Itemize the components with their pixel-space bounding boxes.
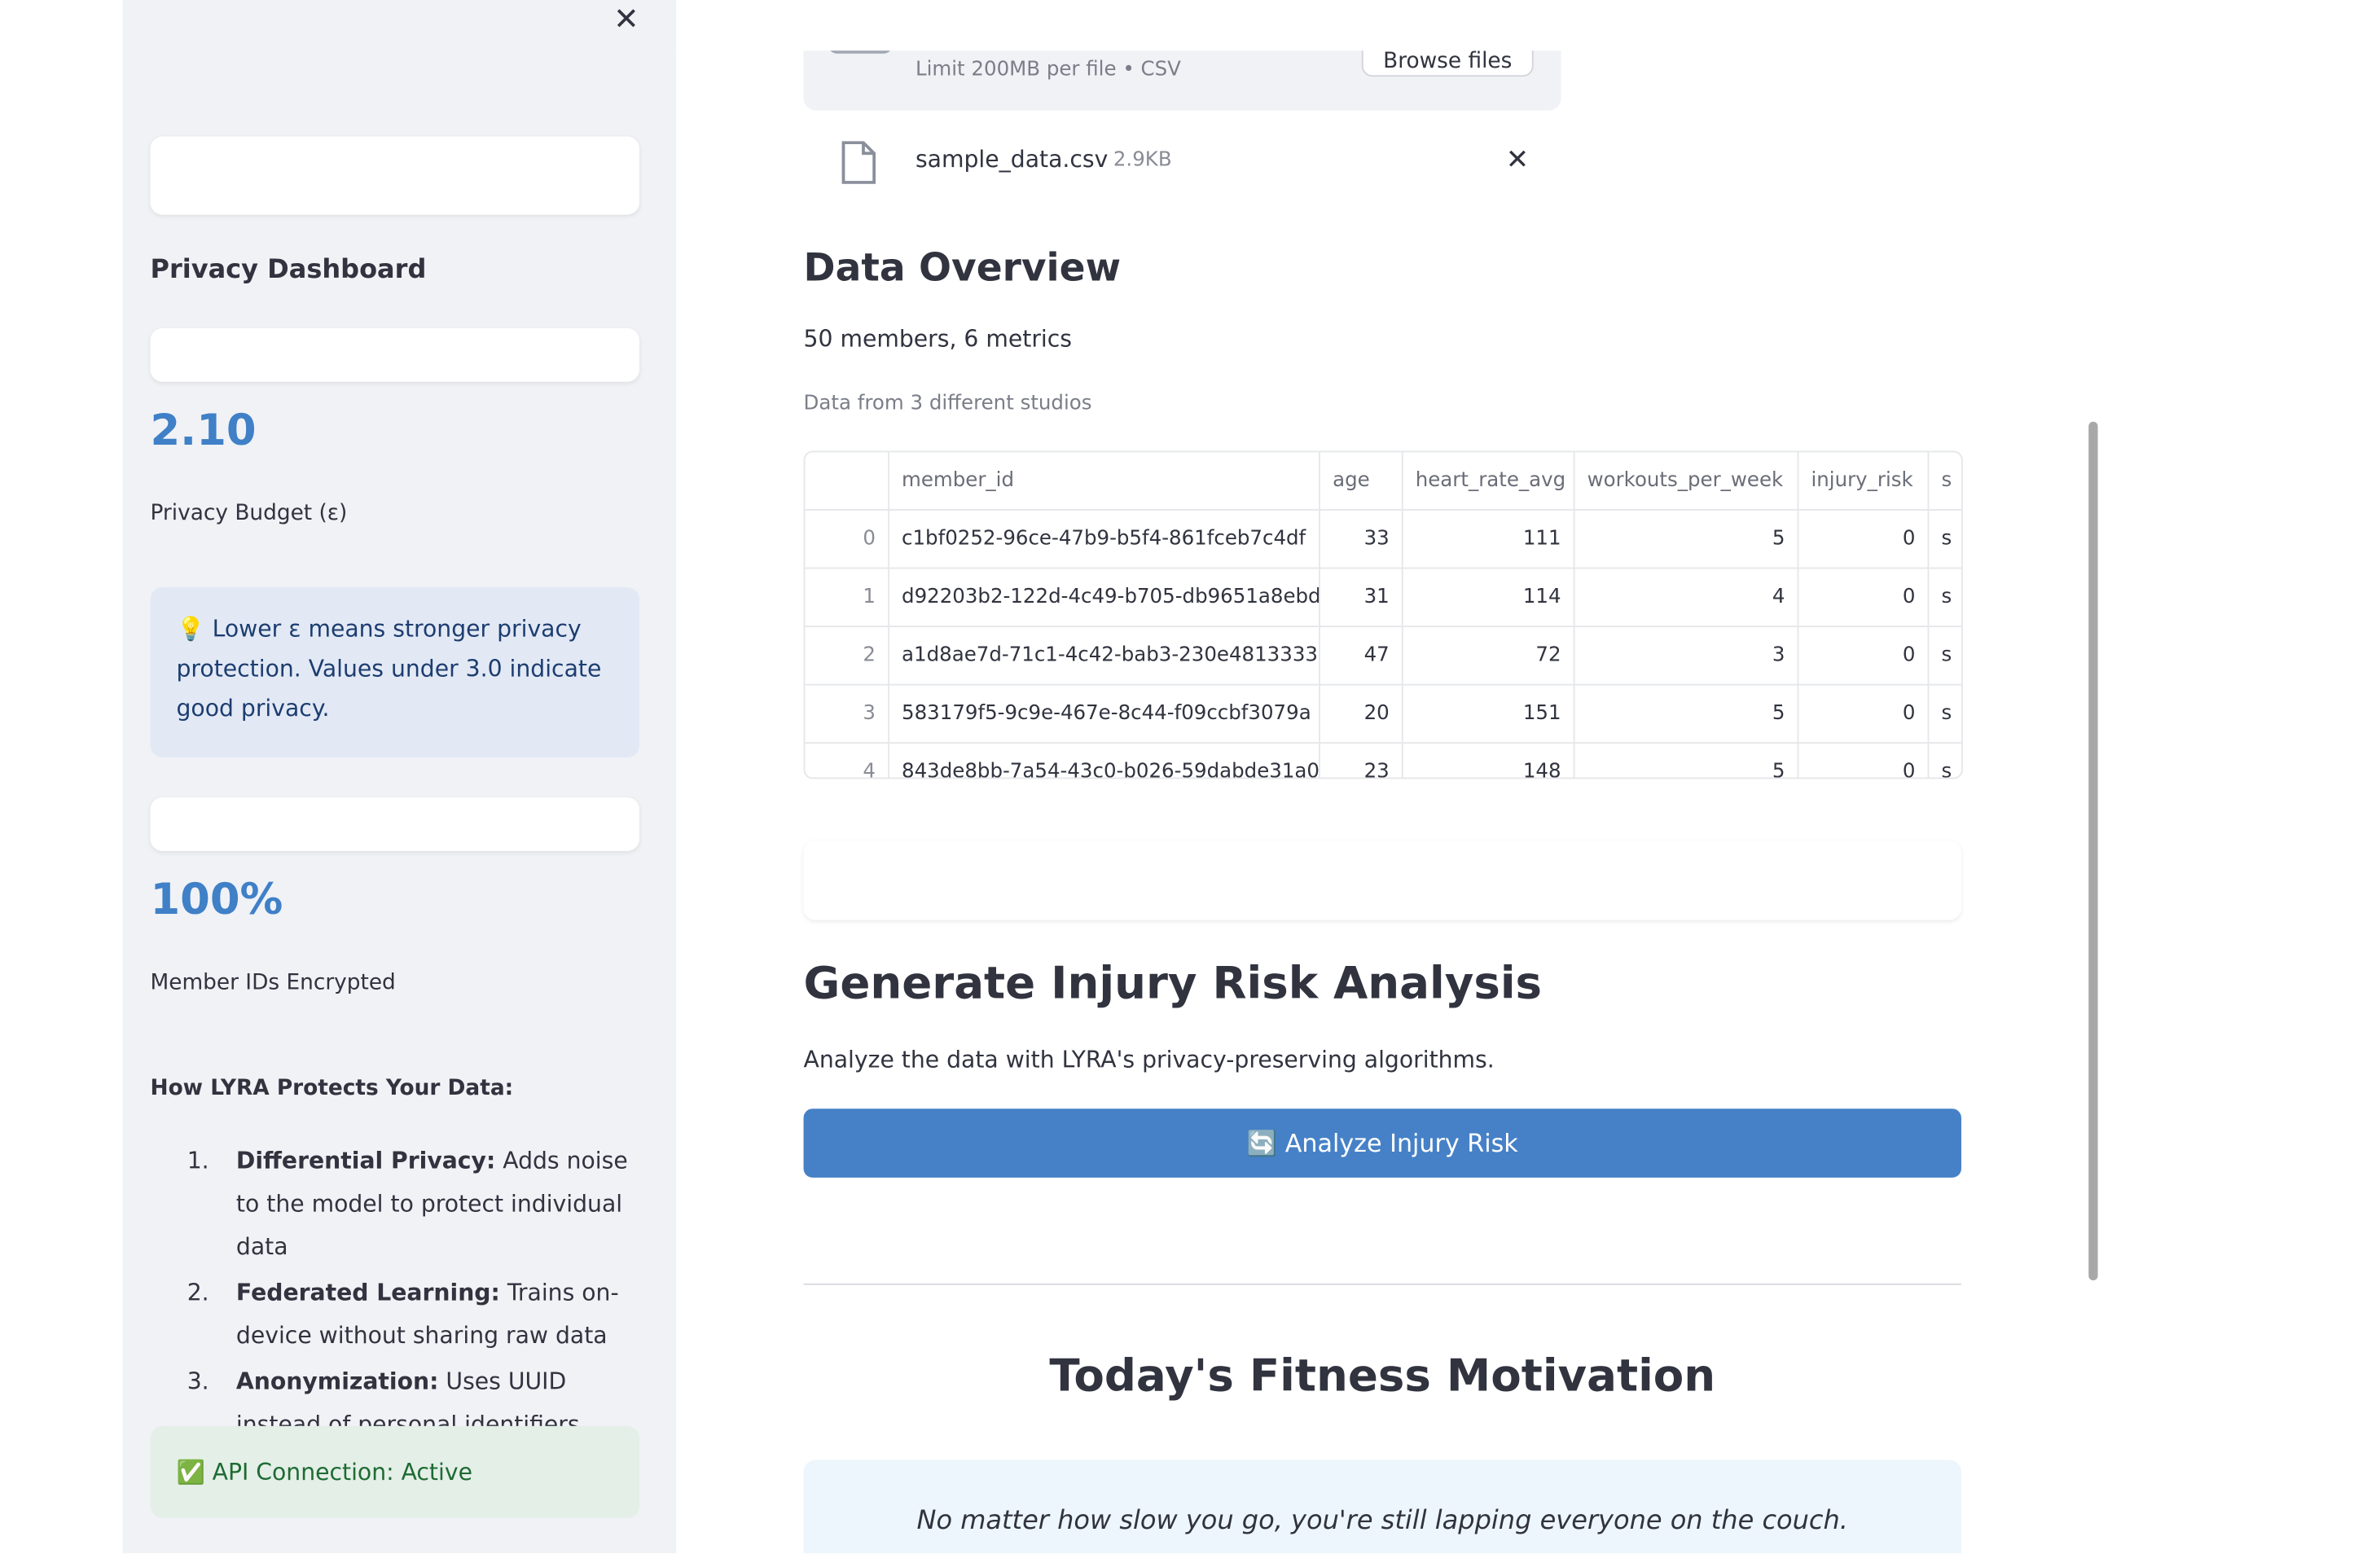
header-row: member_id age heart_rate_avg workouts_per_w…	[805, 452, 1961, 511]
table-cell: 151	[1401, 683, 1575, 744]
table-row: 3 583179f5-9c9e-467e-8c44-f09ccbf3079a 20 1…	[805, 683, 1961, 744]
overview-summary: 50 members, 6 metrics	[803, 325, 1073, 353]
column-header	[805, 452, 889, 511]
column-header: injury_risk	[1797, 452, 1930, 511]
column-header: member_id	[888, 452, 1321, 511]
item-number: 3.	[187, 1367, 209, 1396]
table-cell: c1bf0252-96ce-47b9-b5f4-861fceb7c4df	[888, 509, 1321, 569]
table-cell: 0	[1797, 742, 1930, 778]
table-cell: 5	[1573, 683, 1799, 744]
table-cell: 4	[805, 742, 889, 778]
upload-limit: Limit 200MB per file • CSV	[915, 58, 1181, 81]
file-icon	[841, 141, 876, 184]
table-row: 4 843de8bb-7a54-43c0-b026-59dabde31a04 23 1…	[805, 742, 1961, 778]
table-cell: a1d8ae7d-71c1-4c42-bab3-230e4813333e	[888, 626, 1321, 686]
table-cell: 111	[1401, 509, 1575, 569]
metric-label: Privacy Budget (ε)	[150, 501, 348, 526]
item-term: Anonymization:	[235, 1367, 439, 1396]
table-cell: s	[1927, 683, 1961, 744]
table-cell: 5	[1573, 742, 1799, 778]
metric-value: 100%	[150, 874, 283, 925]
protection-item: 1. Differential Privacy: Adds noise to th…	[151, 1139, 641, 1268]
scrollbar[interactable]	[2088, 421, 2098, 1281]
table-cell: 0	[805, 509, 889, 569]
analysis-text: Analyze the data with LYRA's privacy-pre…	[803, 1046, 1495, 1073]
column-header: heart_rate_avg	[1401, 452, 1575, 511]
item-term: Differential Privacy:	[235, 1147, 496, 1175]
metric-label: Member IDs Encrypted	[150, 970, 396, 995]
column-header: age	[1319, 452, 1403, 511]
table-cell: 583179f5-9c9e-467e-8c44-f09ccbf3079a	[888, 683, 1321, 744]
sidebar-card	[150, 136, 640, 215]
table-cell: 0	[1797, 626, 1930, 686]
table-cell: s	[1927, 626, 1961, 686]
table-row: 1 d92203b2-122d-4c49-b705-db9651a8ebd1 31 1…	[805, 567, 1961, 628]
table: member_id age heart_rate_avg workouts_per_w…	[805, 452, 1961, 778]
column-header: s	[1927, 452, 1961, 511]
table-cell: 0	[1797, 567, 1930, 628]
table-cell: 23	[1319, 742, 1403, 778]
table-cell: 33	[1319, 509, 1403, 569]
sidebar-header	[122, 0, 677, 51]
protection-list: 1. Differential Privacy: Adds noise to th…	[151, 1139, 641, 1449]
sidebar: ✕ Privacy Dashboard 2.10 Privacy Budget …	[122, 0, 677, 1554]
table-cell: 4	[1573, 567, 1799, 628]
table-cell: 47	[1319, 626, 1403, 686]
table-cell: 72	[1401, 626, 1575, 686]
item-text: Adds noise to the model to protect indiv…	[235, 1147, 628, 1261]
table-cell: 148	[1401, 742, 1575, 778]
quote-box: No matter how slow you go, you're still …	[803, 1460, 1961, 1554]
table-cell: 2	[805, 626, 889, 686]
item-text: Trains on-device without sharing raw dat…	[235, 1279, 619, 1350]
table-cell: s	[1927, 509, 1961, 569]
divider	[803, 1283, 1961, 1285]
table-cell: d92203b2-122d-4c49-b705-db9651a8ebd1	[888, 567, 1321, 628]
overview-caption: Data from 3 different studios	[803, 392, 1092, 416]
metric-value: 2.10	[150, 405, 257, 456]
remove-file[interactable]: ✕	[1505, 143, 1530, 177]
table-row: 0 c1bf0252-96ce-47b9-b5f4-861fceb7c4df 33 1…	[805, 509, 1961, 569]
table-cell: 3	[805, 683, 889, 744]
info-box: 💡 Lower ε means stronger privacy protect…	[150, 587, 640, 758]
file-size: 2.9KB	[1113, 148, 1172, 172]
table-row: 2 a1d8ae7d-71c1-4c42-bab3-230e4813333e 47 7…	[805, 626, 1961, 686]
sidebar-card	[150, 327, 640, 382]
table-cell: 1	[805, 567, 889, 628]
protection-item: 2. Federated Learning: Trains on-device w…	[151, 1271, 641, 1357]
table-cell: 0	[1797, 683, 1930, 744]
close-icon[interactable]: ✕	[613, 0, 639, 37]
table-cell: 5	[1573, 509, 1799, 569]
column-header: workouts_per_week	[1573, 452, 1799, 511]
table-cell: 114	[1401, 567, 1575, 628]
data-table: member_id age heart_rate_avg workouts_per_w…	[803, 450, 1963, 779]
table-cell: 31	[1319, 567, 1403, 628]
analyze-button[interactable]: 🔄 Analyze Injury Risk	[803, 1108, 1961, 1178]
empty-card	[803, 840, 1961, 920]
table-cell: 3	[1573, 626, 1799, 686]
motivation-heading: Today's Fitness Motivation	[1049, 1349, 1716, 1402]
sidebar-card	[150, 797, 640, 851]
overview-heading: Data Overview	[803, 245, 1122, 290]
table-cell: s	[1927, 742, 1961, 778]
item-number: 1.	[187, 1147, 209, 1175]
table-cell: 20	[1319, 683, 1403, 744]
table-cell: 0	[1797, 509, 1930, 569]
protect-heading: How LYRA Protects Your Data:	[150, 1076, 514, 1101]
table-cell: 843de8bb-7a54-43c0-b026-59dabde31a04	[888, 742, 1321, 778]
status-box: ✅ API Connection: Active	[150, 1425, 640, 1518]
sidebar-title: Privacy Dashboard	[150, 254, 427, 286]
file-name: sample_data.csv	[915, 145, 1109, 173]
analysis-heading: Generate Injury Risk Analysis	[803, 956, 1543, 1009]
item-term: Federated Learning:	[235, 1279, 500, 1307]
quote: No matter how slow you go, you're still …	[916, 1505, 1849, 1537]
table-cell: s	[1927, 567, 1961, 628]
item-number: 2.	[187, 1279, 209, 1307]
